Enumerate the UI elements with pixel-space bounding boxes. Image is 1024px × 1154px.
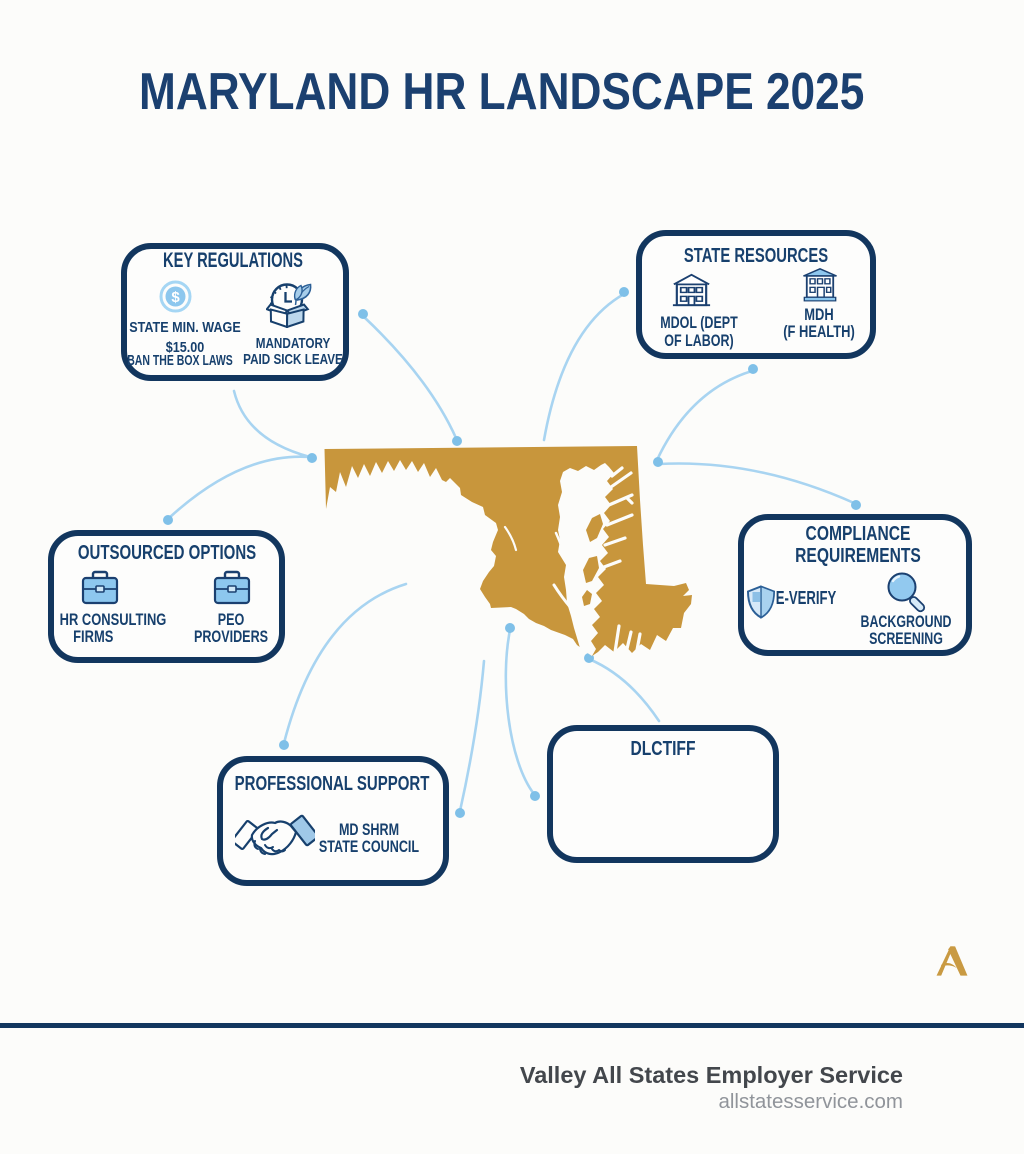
svg-text:$: $ xyxy=(171,289,180,306)
